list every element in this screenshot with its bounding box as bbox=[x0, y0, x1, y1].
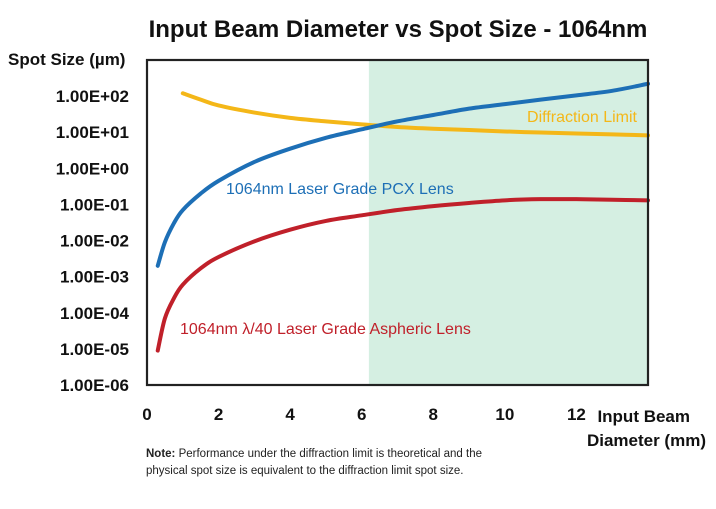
x-axis-title-line1: Input Beam bbox=[597, 407, 690, 426]
series-pcx-lens-line bbox=[155, 81, 650, 268]
y-tick-label: 1.00E-03 bbox=[60, 268, 129, 287]
series-aspheric-lens-label: 1064nm λ/40 Laser Grade Aspheric Lens bbox=[180, 321, 471, 338]
y-tick-label: 1.00E+00 bbox=[56, 159, 129, 178]
shaded-region bbox=[368, 60, 648, 385]
series-pcx-lens-label: 1064nm Laser Grade PCX Lens bbox=[226, 181, 454, 198]
chart-title: Input Beam Diameter vs Spot Size - 1064n… bbox=[149, 16, 648, 43]
x-tick-label: 4 bbox=[285, 405, 295, 424]
x-tick-label: 10 bbox=[495, 405, 514, 424]
x-tick-label: 0 bbox=[142, 405, 151, 424]
x-tick-label: 12 bbox=[567, 405, 586, 424]
series-diffraction-limit-line bbox=[180, 91, 650, 138]
x-axis-title-line2: Diameter (mm) bbox=[587, 431, 706, 450]
plot-area: Diffraction Limit 1064nm Laser Grade PCX … bbox=[56, 58, 650, 424]
x-tick-label: 2 bbox=[214, 405, 223, 424]
y-tick-label: 1.00E+02 bbox=[56, 87, 129, 106]
series-aspheric-lens-line bbox=[155, 197, 650, 353]
series-diffraction-limit-label: Diffraction Limit bbox=[527, 109, 638, 126]
footnote-text: Performance under the diffraction limit … bbox=[146, 448, 483, 477]
x-tick-label: 8 bbox=[429, 405, 438, 424]
y-tick-label: 1.00E+01 bbox=[56, 123, 129, 142]
y-tick-label: 1.00E-02 bbox=[60, 232, 129, 251]
y-tick-label: 1.00E-05 bbox=[60, 340, 129, 359]
x-tick-label: 6 bbox=[357, 405, 366, 424]
y-axis-title: Spot Size (µm) bbox=[8, 50, 125, 69]
y-tick-label: 1.00E-06 bbox=[60, 376, 129, 395]
y-tick-label: 1.00E-04 bbox=[60, 304, 130, 323]
footnote-prefix: Note: bbox=[146, 448, 176, 460]
footnote: Note: Performance under the diffraction … bbox=[146, 446, 526, 480]
y-tick-label: 1.00E-01 bbox=[60, 195, 129, 214]
plot-frame bbox=[145, 58, 650, 387]
